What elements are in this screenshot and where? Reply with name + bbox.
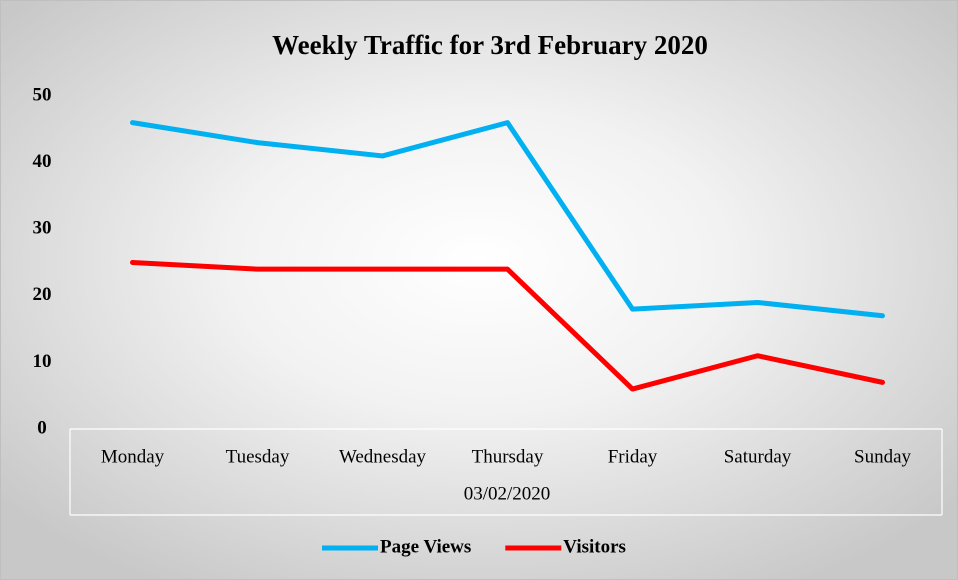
x-tick-label: Friday xyxy=(608,446,658,467)
y-tick-label: 30 xyxy=(33,218,52,239)
series-line xyxy=(130,260,885,392)
y-tick-label: 20 xyxy=(33,284,52,305)
x-tick-label: Wednesday xyxy=(339,446,427,467)
y-tick-label: 50 xyxy=(33,84,52,105)
y-tick-label: 40 xyxy=(33,151,52,172)
legend-label: Page Views xyxy=(380,536,471,557)
x-tick-label: Thursday xyxy=(472,446,544,467)
series-line xyxy=(130,120,885,319)
y-tick-label: 10 xyxy=(33,351,52,372)
x-tick-label: Monday xyxy=(101,446,165,467)
y-tick-label: 0 xyxy=(37,417,47,438)
x-axis-label: 03/02/2020 xyxy=(464,483,551,504)
chart-title: Weekly Traffic for 3rd February 2020 xyxy=(272,30,708,60)
x-tick-label: Saturday xyxy=(724,446,792,467)
x-tick-label: Sunday xyxy=(854,446,912,467)
category-axis-box xyxy=(69,428,943,516)
legend-label: Visitors xyxy=(563,536,626,557)
x-tick-label: Tuesday xyxy=(226,446,290,467)
